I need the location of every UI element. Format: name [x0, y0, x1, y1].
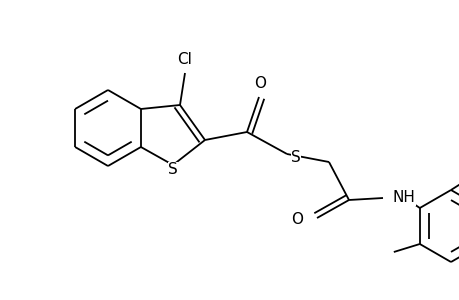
Text: Cl: Cl: [177, 52, 192, 67]
Text: NH: NH: [392, 190, 415, 206]
Text: O: O: [253, 76, 265, 91]
Text: O: O: [291, 212, 302, 227]
Text: S: S: [168, 161, 178, 176]
Text: S: S: [291, 149, 300, 164]
